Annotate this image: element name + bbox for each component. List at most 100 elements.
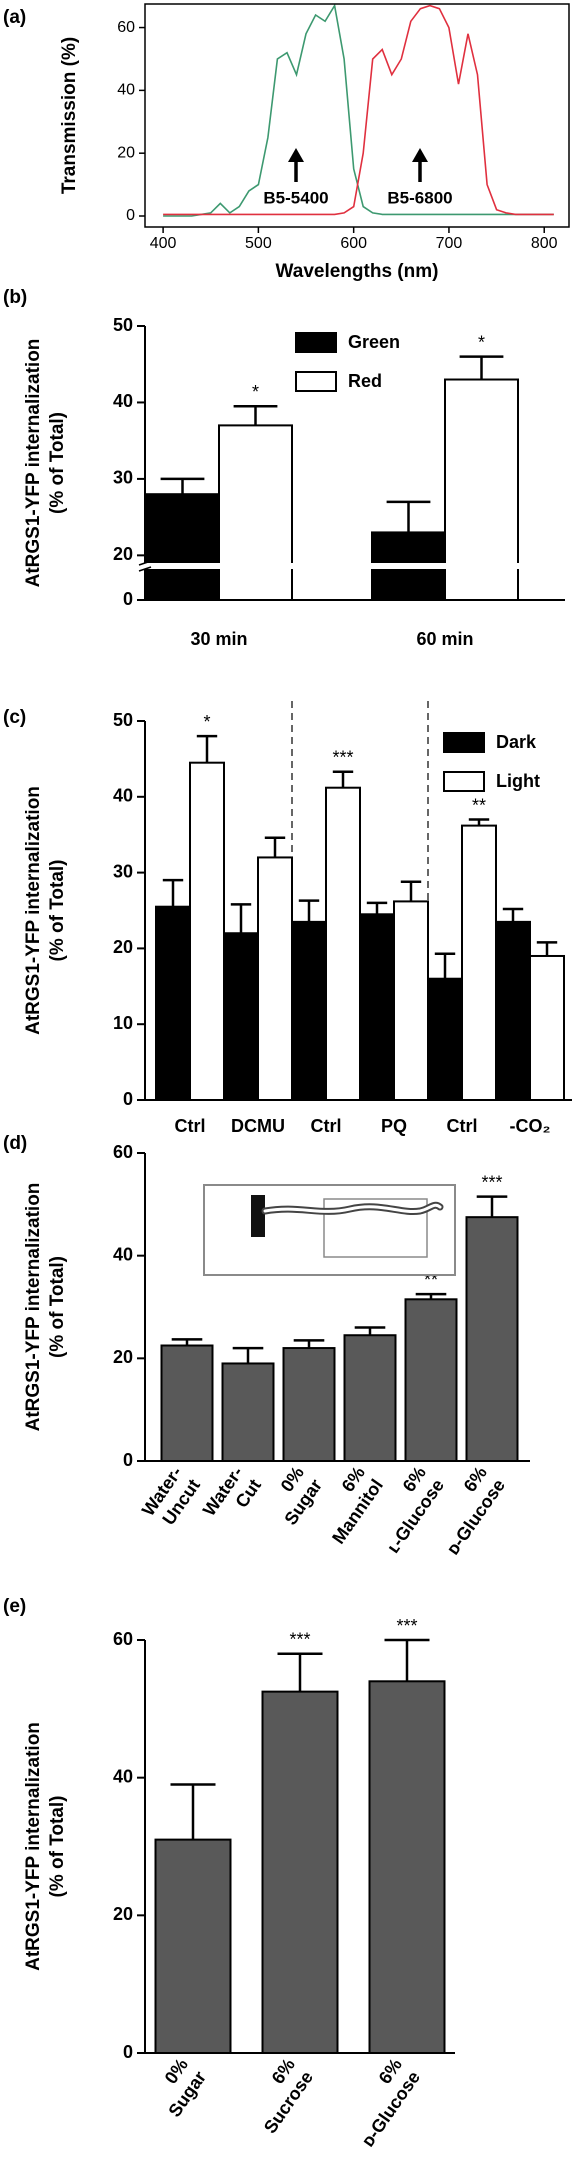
significance: *** bbox=[481, 1172, 502, 1192]
y-tick-label: 20 bbox=[113, 544, 133, 564]
bar bbox=[404, 1298, 458, 1463]
bar bbox=[145, 493, 220, 601]
significance: *** bbox=[332, 748, 353, 768]
y-axis-label-line: AtRGS1-YFP internalization bbox=[23, 786, 44, 1035]
bar bbox=[461, 824, 497, 1101]
bar bbox=[257, 856, 293, 1101]
significance: * bbox=[252, 382, 259, 402]
y-axis-label-line: (% of Total) bbox=[47, 1256, 68, 1358]
bar bbox=[261, 1690, 339, 2054]
annotation: B5-6800 bbox=[387, 188, 452, 207]
legend-label: Red bbox=[348, 371, 382, 391]
y-tick-label: 30 bbox=[113, 468, 133, 488]
bar bbox=[427, 977, 463, 1101]
y-tick-label: 40 bbox=[113, 786, 133, 806]
bar bbox=[223, 932, 259, 1101]
hypocotyl-block bbox=[251, 1195, 265, 1237]
bar bbox=[221, 1362, 275, 1463]
y-tick-label: 50 bbox=[113, 710, 133, 730]
legend-label: Green bbox=[348, 332, 400, 352]
y-tick-label: 40 bbox=[113, 1244, 133, 1264]
y-tick-label: 30 bbox=[113, 861, 133, 881]
y-tick-label: 20 bbox=[113, 1904, 133, 1924]
significance: * bbox=[203, 712, 210, 732]
x-tick-label: 60 min bbox=[416, 629, 473, 649]
legend-swatch bbox=[295, 371, 337, 392]
legend-label: Dark bbox=[496, 732, 537, 752]
bar bbox=[155, 905, 191, 1102]
significance: *** bbox=[396, 1616, 417, 1636]
y-tick-label: 60 bbox=[117, 19, 135, 36]
bar bbox=[393, 900, 429, 1101]
axis-break bbox=[139, 563, 565, 569]
bar bbox=[495, 920, 531, 1101]
plot-frame bbox=[144, 3, 570, 228]
y-tick-label: 0 bbox=[123, 2042, 133, 2062]
x-tick-label: 6%ʟ-Glucose bbox=[383, 1463, 448, 1557]
significance: ** bbox=[472, 795, 486, 815]
bar bbox=[218, 424, 293, 601]
break-mark bbox=[138, 566, 152, 572]
x-tick-label: 6%Mannitol bbox=[328, 1463, 387, 1548]
legend-swatch bbox=[443, 732, 485, 753]
x-tick-label: 6%Sucrose bbox=[260, 2055, 317, 2137]
x-tick-label: DCMU bbox=[231, 1116, 285, 1136]
bar bbox=[154, 1838, 232, 2055]
x-tick-label: Ctrl bbox=[447, 1116, 478, 1136]
x-tick-label: 500 bbox=[245, 235, 272, 252]
x-tick-label: Water-Cut bbox=[199, 1463, 265, 1520]
y-tick-label: 0 bbox=[123, 1450, 133, 1470]
legend-swatch bbox=[443, 771, 485, 792]
bar bbox=[160, 1344, 214, 1462]
legend-swatch bbox=[295, 332, 337, 353]
bar bbox=[368, 1680, 446, 2055]
bar bbox=[465, 1216, 519, 1462]
x-tick-label: Water-Uncut bbox=[138, 1463, 204, 1529]
bar bbox=[359, 913, 395, 1101]
legend-label: Light bbox=[496, 771, 540, 791]
significance: * bbox=[478, 332, 485, 352]
bar bbox=[343, 1334, 397, 1462]
x-axis-label: Wavelengths (nm) bbox=[276, 261, 439, 282]
x-tick-label: 700 bbox=[436, 235, 463, 252]
arrow-head bbox=[288, 148, 304, 162]
panel-label: (d) bbox=[3, 1133, 27, 1154]
y-tick-label: 40 bbox=[113, 1766, 133, 1786]
x-tick-label: 600 bbox=[340, 235, 367, 252]
x-tick-label: 30 min bbox=[190, 629, 247, 649]
y-tick-label: 20 bbox=[113, 937, 133, 957]
y-tick-label: 20 bbox=[117, 144, 135, 161]
root-inner bbox=[263, 1203, 442, 1213]
y-tick-label: 10 bbox=[113, 1013, 133, 1033]
y-axis-label-line: AtRGS1-YFP internalization bbox=[23, 1722, 44, 1971]
x-tick-label: PQ bbox=[381, 1116, 407, 1136]
panel-label: (b) bbox=[3, 287, 27, 308]
y-axis-label: AtRGS1-YFP internalization (% of Total) bbox=[23, 1183, 68, 1432]
y-tick-label: 0 bbox=[126, 207, 135, 224]
bar bbox=[325, 786, 361, 1101]
y-tick-label: 40 bbox=[117, 82, 135, 99]
break-mark bbox=[138, 560, 152, 566]
y-axis-label-line: (% of Total) bbox=[47, 1795, 68, 1897]
panel-label: (e) bbox=[3, 1596, 26, 1617]
x-tick-label: 400 bbox=[150, 235, 177, 252]
y-tick-label: 40 bbox=[113, 391, 133, 411]
bar bbox=[529, 954, 565, 1101]
y-tick-label: 0 bbox=[123, 1089, 133, 1109]
y-tick-label: 0 bbox=[123, 589, 133, 609]
y-axis-label-line: AtRGS1-YFP internalization bbox=[23, 339, 44, 588]
x-tick-label: 0%Sugar bbox=[161, 2055, 210, 2121]
panel-label: (c) bbox=[3, 707, 26, 728]
y-axis-label-line: (% of Total) bbox=[47, 412, 68, 514]
annotation: B5-5400 bbox=[263, 188, 328, 207]
series-line bbox=[163, 3, 554, 217]
x-tick-label: 0%Sugar bbox=[277, 1463, 326, 1529]
y-axis-label: AtRGS1-YFP internalization (% of Total) bbox=[23, 339, 68, 588]
arrow-head bbox=[412, 148, 428, 162]
inset-region bbox=[323, 1198, 428, 1258]
x-tick-label: -CO₂ bbox=[510, 1116, 551, 1136]
y-axis-label: AtRGS1-YFP internalization (% of Total) bbox=[23, 1722, 68, 1971]
x-tick-label: 6%ᴅ-Glucose bbox=[357, 2055, 423, 2151]
bar bbox=[291, 920, 327, 1101]
